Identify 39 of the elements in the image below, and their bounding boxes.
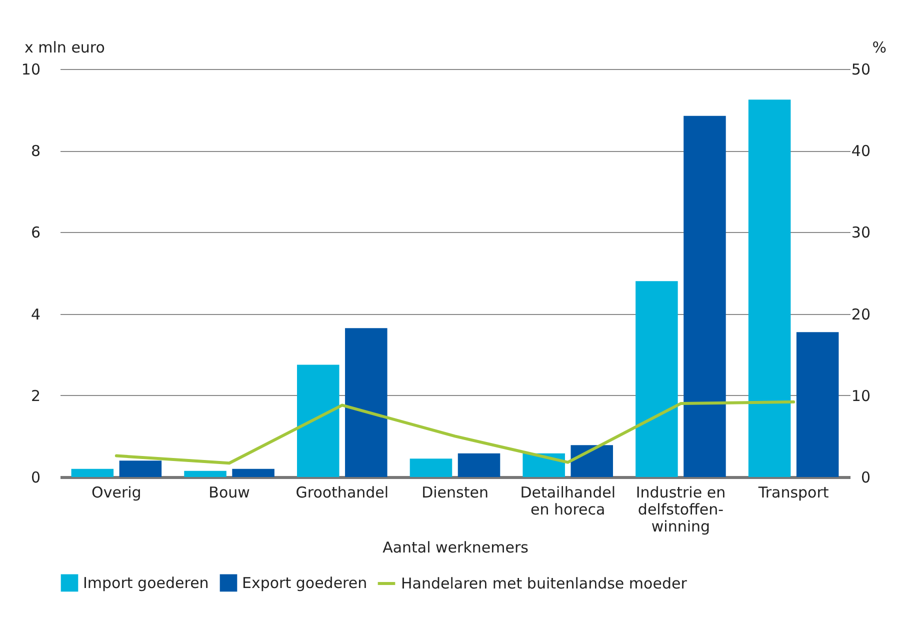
y-tick-label: 2: [30, 386, 40, 405]
legend-label: Handelaren met buitenlandse moeder: [401, 574, 688, 592]
x-tick-label: Overig: [92, 484, 142, 502]
x-tick-label: Industrie en delfstoffen-winning: [636, 484, 726, 536]
y2-tick-label: 30: [851, 224, 870, 242]
y2-tick-label: 10: [851, 386, 870, 405]
y-tick-label: 8: [30, 142, 40, 160]
line-series: [114, 400, 796, 465]
x-tick-label: Groothandel: [296, 484, 389, 502]
y-axis-title: x mln euro: [24, 38, 105, 56]
bar: [684, 116, 726, 477]
bar: [748, 100, 791, 477]
bar: [119, 460, 162, 477]
y-tick-label: 4: [30, 305, 40, 324]
x-tick-label: Diensten: [422, 484, 488, 502]
bar: [184, 470, 226, 477]
x-tick-label: Detailhandel en horeca: [520, 484, 616, 518]
y2-tick-label: 50: [851, 60, 870, 78]
legend-label: Import goederen: [83, 574, 209, 592]
y2-tick-label: 40: [851, 142, 870, 160]
x-tick-label: Transport: [757, 484, 829, 502]
y-tick-label: 10: [21, 60, 40, 78]
bar: [410, 458, 452, 477]
bar: [458, 453, 500, 477]
x-tick-label: Bouw: [208, 484, 250, 502]
y2-tick-label: 20: [851, 305, 870, 324]
y-tick-label: 0: [30, 468, 40, 486]
bar: [232, 468, 274, 477]
y2-tick-label: 0: [860, 468, 870, 486]
legend-label: Export goederen: [242, 574, 368, 592]
bar: [71, 468, 114, 477]
bar: [796, 332, 839, 477]
x-axis-title: Aantal werknemers: [382, 538, 529, 556]
bar: [345, 328, 388, 477]
bar: [297, 364, 340, 477]
y-tick-label: 6: [30, 224, 40, 242]
bar: [570, 445, 613, 477]
bar: [636, 281, 678, 477]
y2-axis-title: %: [872, 38, 886, 56]
